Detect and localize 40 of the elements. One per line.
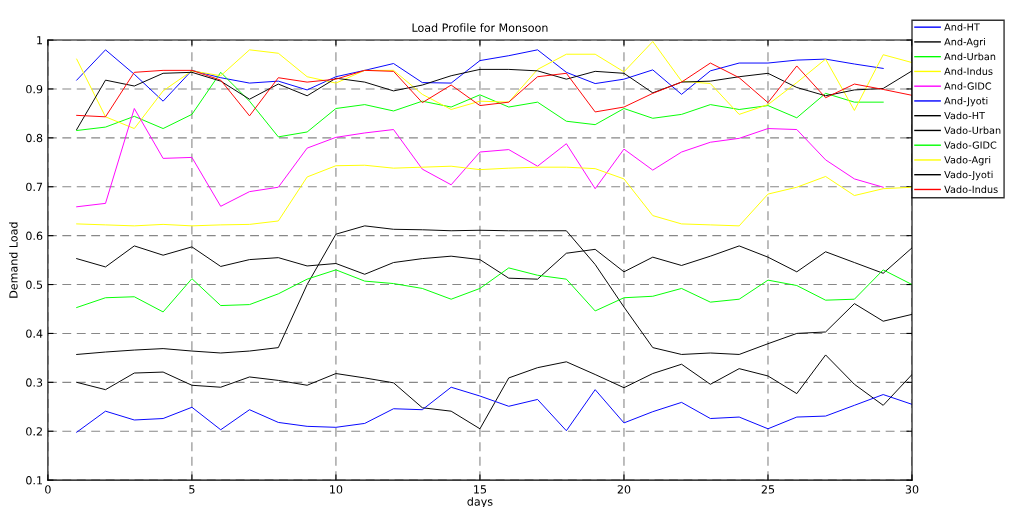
x-tick-label: 15 <box>474 485 487 494</box>
y-tick-label: 0.9 <box>26 84 43 94</box>
y-tick-label: 0.1 <box>26 476 43 485</box>
y-tick-label: 0.6 <box>26 231 43 241</box>
x-tick-label: 20 <box>617 485 631 494</box>
y-tick-label: 0.5 <box>26 280 43 289</box>
legend-label: Vado-GIDC <box>944 141 997 149</box>
x-tick-label: 30 <box>905 485 919 494</box>
legend-label: Vado-HT <box>944 111 986 120</box>
y-tick-label: 0.8 <box>26 133 43 143</box>
line-series <box>76 267 913 313</box>
x-tick-label: 10 <box>330 485 343 494</box>
legend-label: Vado-Agri <box>944 155 991 166</box>
line-series <box>76 41 913 130</box>
x-tick-label: 5 <box>189 485 195 494</box>
legend-label: And-GIDC <box>944 82 992 90</box>
y-tick-label: 0.4 <box>26 329 43 338</box>
line-series <box>76 108 884 208</box>
legend-label: And-Agri <box>944 37 985 48</box>
x-tick-label: 25 <box>761 485 775 494</box>
chart-title: Load Profile for Monsoon <box>412 23 548 32</box>
legend-label: And-Jyoti <box>944 96 988 107</box>
line-series <box>76 49 884 102</box>
y-tick-label: 1 <box>37 36 43 45</box>
line-series <box>76 164 913 227</box>
line-series <box>76 62 913 118</box>
y-tick-label: 0.2 <box>26 427 42 436</box>
y-tick-label: 0.7 <box>26 182 43 192</box>
legend-label: Vado-Jyoti <box>944 170 993 181</box>
x-axis-title: days <box>467 497 493 507</box>
legend-label: Vado-Indus <box>944 185 998 194</box>
y-axis-title: Demand Load <box>9 222 18 298</box>
legend-label: And-Indus <box>944 67 993 75</box>
legend-label: And-HT <box>944 23 980 31</box>
legend-label: And-Urban <box>944 52 996 61</box>
y-tick-label: 0.3 <box>26 378 43 387</box>
line-series <box>76 386 913 433</box>
line-series <box>76 71 884 138</box>
legend-label: Vado-Urban <box>944 126 1001 134</box>
x-tick-label: 0 <box>45 485 51 494</box>
